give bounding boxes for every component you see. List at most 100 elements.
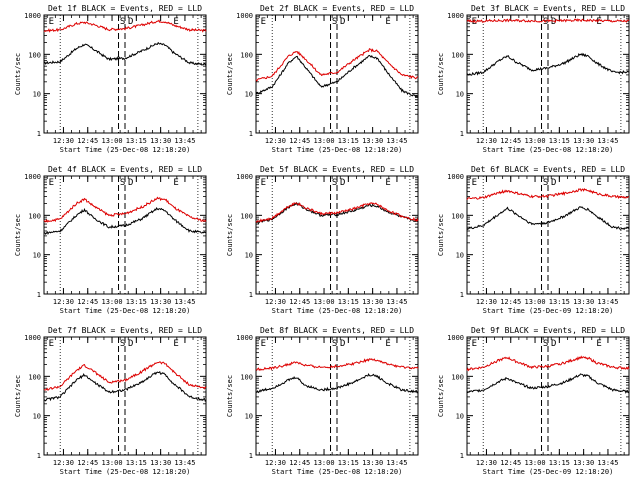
y-tick-label: 10 xyxy=(456,413,464,421)
x-tick-label: 13:45 xyxy=(597,137,618,145)
region-marker-S: S xyxy=(120,17,125,27)
x-tick-label: 12:30 xyxy=(265,298,286,306)
x-tick-label: 13:00 xyxy=(102,298,123,306)
region-marker-D: D xyxy=(551,178,556,188)
x-tick-label: 13:00 xyxy=(525,137,546,145)
x-tick-label: 13:45 xyxy=(174,459,195,467)
chart-panel-1: Det 1f BLACK = Events, RED = LLD 1 10 100 10… xyxy=(14,4,207,154)
x-tick-label: 12:30 xyxy=(476,298,497,306)
y-tick-label: 1000 xyxy=(447,173,464,181)
x-tick-label: 13:15 xyxy=(338,459,359,467)
series-lld-line xyxy=(43,196,207,223)
region-marker-E: E xyxy=(596,339,601,349)
region-marker-D: D xyxy=(340,17,345,27)
chart-panel-8: Det 8f BLACK = Events, RED = LLD 1 10 100 10… xyxy=(226,326,419,476)
x-tick-label: 12:45 xyxy=(500,137,521,145)
chart-title: Det 2f BLACK = Events, RED = LLD xyxy=(260,4,414,13)
region-marker-E: E xyxy=(49,178,54,188)
region-marker-E: E xyxy=(173,339,178,349)
chart-title: Det 1f BLACK = Events, RED = LLD xyxy=(48,4,202,13)
series-lld-line xyxy=(43,19,207,33)
y-axis-label: Counts/sec xyxy=(226,214,234,256)
series-lld-line xyxy=(255,358,419,372)
x-axis-label: Start Time (25-Dec-08 12:18:20) xyxy=(60,146,191,154)
y-tick-label: 100 xyxy=(28,51,41,59)
y-tick-label: 100 xyxy=(240,212,253,220)
y-tick-label: 1000 xyxy=(447,334,464,342)
x-tick-label: 13:30 xyxy=(362,459,383,467)
region-marker-D: D xyxy=(128,339,133,349)
x-tick-label: 12:45 xyxy=(289,298,310,306)
x-tick-label: 12:45 xyxy=(289,137,310,145)
x-tick-label: 13:15 xyxy=(549,137,570,145)
series-events-line xyxy=(255,54,419,98)
x-axis-label: Start Time (25-Dec-08 12:18:20) xyxy=(272,468,403,476)
x-axis-label: Start Time (25-Dec-08 12:18:20) xyxy=(483,146,614,154)
region-marker-S: S xyxy=(543,339,548,349)
y-tick-label: 1 xyxy=(249,130,253,138)
y-tick-label: 10 xyxy=(245,413,253,421)
x-tick-label: 12:30 xyxy=(476,137,497,145)
region-marker-E: E xyxy=(49,339,54,349)
region-marker-E: E xyxy=(49,17,54,27)
y-axis-label: Counts/sec xyxy=(226,375,234,417)
x-tick-label: 12:45 xyxy=(77,137,98,145)
region-marker-E: E xyxy=(261,339,266,349)
y-tick-label: 100 xyxy=(451,373,464,381)
y-tick-label: 1000 xyxy=(447,12,464,20)
region-marker-E: E xyxy=(472,17,477,27)
chart-title: Det 3f BLACK = Events, RED = LLD xyxy=(471,4,625,13)
chart-title: Det 7f BLACK = Events, RED = LLD xyxy=(48,326,202,335)
chart-panel-5: Det 5f BLACK = Events, RED = LLD 1 10 100 10… xyxy=(226,165,419,315)
y-axis-label: Counts/sec xyxy=(437,53,445,95)
series-lld-line xyxy=(466,355,630,372)
region-marker-E: E xyxy=(596,178,601,188)
y-tick-label: 1 xyxy=(249,452,253,460)
x-tick-label: 13:15 xyxy=(338,137,359,145)
series-events-line xyxy=(466,52,630,76)
x-tick-label: 13:45 xyxy=(386,137,407,145)
y-tick-label: 1 xyxy=(37,452,41,460)
y-tick-label: 1000 xyxy=(24,334,41,342)
x-tick-label: 12:45 xyxy=(77,298,98,306)
x-tick-label: 12:30 xyxy=(53,459,74,467)
y-tick-label: 10 xyxy=(33,252,41,260)
y-tick-label: 1 xyxy=(37,130,41,138)
y-axis-label: Counts/sec xyxy=(226,53,234,95)
y-tick-label: 1 xyxy=(460,452,464,460)
y-axis-label: Counts/sec xyxy=(14,214,22,256)
x-tick-label: 13:15 xyxy=(126,298,147,306)
x-tick-label: 12:45 xyxy=(500,298,521,306)
y-axis-label: Counts/sec xyxy=(437,375,445,417)
x-tick-label: 13:15 xyxy=(338,298,359,306)
x-axis-label: Start Time (25-Dec-09 12:18:20) xyxy=(483,307,614,315)
series-events-line xyxy=(43,370,207,402)
x-tick-label: 13:45 xyxy=(174,137,195,145)
x-axis-label: Start Time (25-Dec-09 12:18:20) xyxy=(483,468,614,476)
y-tick-label: 10 xyxy=(245,252,253,260)
region-marker-D: D xyxy=(128,17,133,27)
region-marker-S: S xyxy=(332,339,337,349)
region-marker-D: D xyxy=(551,17,556,27)
series-events-line xyxy=(466,373,630,394)
y-tick-label: 100 xyxy=(240,51,253,59)
y-tick-label: 1000 xyxy=(24,173,41,181)
x-tick-label: 13:45 xyxy=(386,459,407,467)
chart-panel-2: Det 2f BLACK = Events, RED = LLD 1 10 100 10… xyxy=(226,4,419,154)
x-tick-label: 12:30 xyxy=(265,459,286,467)
x-tick-label: 13:15 xyxy=(549,298,570,306)
region-marker-D: D xyxy=(340,339,345,349)
x-tick-label: 13:45 xyxy=(174,298,195,306)
y-tick-label: 100 xyxy=(451,212,464,220)
series-events-line xyxy=(43,41,207,66)
x-axis-label: Start Time (25-Dec-08 12:18:20) xyxy=(272,146,403,154)
chart-panel-4: Det 4f BLACK = Events, RED = LLD 1 10 100 10… xyxy=(14,165,207,315)
x-axis-label: Start Time (25-Dec-08 12:18:20) xyxy=(60,468,191,476)
x-tick-label: 12:30 xyxy=(53,137,74,145)
region-marker-E: E xyxy=(596,17,601,27)
region-marker-E: E xyxy=(173,17,178,27)
region-marker-E: E xyxy=(385,339,390,349)
y-tick-label: 1000 xyxy=(236,12,253,20)
